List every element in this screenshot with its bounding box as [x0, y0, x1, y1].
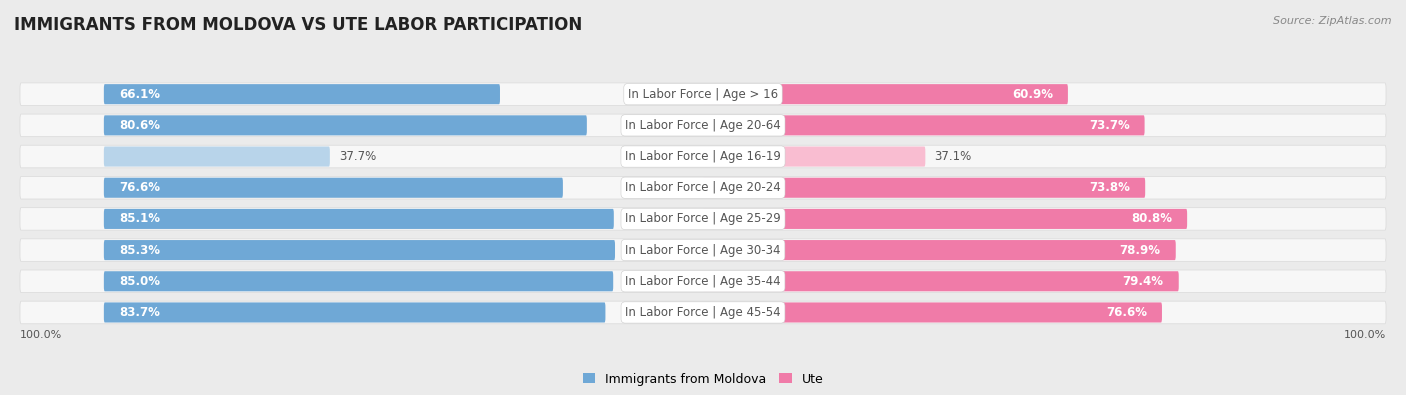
Text: 37.7%: 37.7%	[339, 150, 375, 163]
FancyBboxPatch shape	[20, 301, 1386, 324]
Text: In Labor Force | Age 20-64: In Labor Force | Age 20-64	[626, 119, 780, 132]
Text: 100.0%: 100.0%	[20, 330, 62, 340]
FancyBboxPatch shape	[703, 84, 1069, 104]
FancyBboxPatch shape	[703, 271, 1178, 292]
Text: Source: ZipAtlas.com: Source: ZipAtlas.com	[1274, 16, 1392, 26]
FancyBboxPatch shape	[104, 147, 330, 167]
Text: In Labor Force | Age > 16: In Labor Force | Age > 16	[628, 88, 778, 101]
FancyBboxPatch shape	[703, 303, 1161, 322]
Text: 100.0%: 100.0%	[1344, 330, 1386, 340]
FancyBboxPatch shape	[703, 209, 1187, 229]
Text: 66.1%: 66.1%	[120, 88, 160, 101]
FancyBboxPatch shape	[20, 83, 1386, 105]
Text: In Labor Force | Age 35-44: In Labor Force | Age 35-44	[626, 275, 780, 288]
Text: 37.1%: 37.1%	[934, 150, 972, 163]
FancyBboxPatch shape	[104, 303, 606, 322]
FancyBboxPatch shape	[703, 147, 925, 167]
Text: In Labor Force | Age 16-19: In Labor Force | Age 16-19	[626, 150, 780, 163]
Text: 80.8%: 80.8%	[1130, 213, 1173, 226]
Text: 76.6%: 76.6%	[120, 181, 160, 194]
Text: 85.1%: 85.1%	[120, 213, 160, 226]
FancyBboxPatch shape	[703, 115, 1144, 135]
FancyBboxPatch shape	[104, 209, 614, 229]
Text: 79.4%: 79.4%	[1123, 275, 1164, 288]
Text: In Labor Force | Age 20-24: In Labor Force | Age 20-24	[626, 181, 780, 194]
Text: 73.7%: 73.7%	[1088, 119, 1129, 132]
Text: In Labor Force | Age 30-34: In Labor Force | Age 30-34	[626, 244, 780, 257]
FancyBboxPatch shape	[104, 115, 586, 135]
FancyBboxPatch shape	[104, 178, 562, 198]
Text: IMMIGRANTS FROM MOLDOVA VS UTE LABOR PARTICIPATION: IMMIGRANTS FROM MOLDOVA VS UTE LABOR PAR…	[14, 16, 582, 34]
Text: In Labor Force | Age 45-54: In Labor Force | Age 45-54	[626, 306, 780, 319]
FancyBboxPatch shape	[20, 177, 1386, 199]
FancyBboxPatch shape	[20, 145, 1386, 168]
FancyBboxPatch shape	[104, 84, 501, 104]
FancyBboxPatch shape	[20, 114, 1386, 137]
Text: 83.7%: 83.7%	[120, 306, 160, 319]
Text: 73.8%: 73.8%	[1090, 181, 1130, 194]
FancyBboxPatch shape	[20, 208, 1386, 230]
FancyBboxPatch shape	[104, 271, 613, 292]
Text: 80.6%: 80.6%	[120, 119, 160, 132]
FancyBboxPatch shape	[703, 240, 1175, 260]
FancyBboxPatch shape	[104, 240, 614, 260]
FancyBboxPatch shape	[20, 270, 1386, 293]
Legend: Immigrants from Moldova, Ute: Immigrants from Moldova, Ute	[578, 368, 828, 391]
Text: 78.9%: 78.9%	[1119, 244, 1161, 257]
FancyBboxPatch shape	[20, 239, 1386, 261]
Text: 76.6%: 76.6%	[1107, 306, 1147, 319]
Text: 60.9%: 60.9%	[1012, 88, 1053, 101]
Text: In Labor Force | Age 25-29: In Labor Force | Age 25-29	[626, 213, 780, 226]
FancyBboxPatch shape	[703, 178, 1146, 198]
Text: 85.3%: 85.3%	[120, 244, 160, 257]
Text: 85.0%: 85.0%	[120, 275, 160, 288]
